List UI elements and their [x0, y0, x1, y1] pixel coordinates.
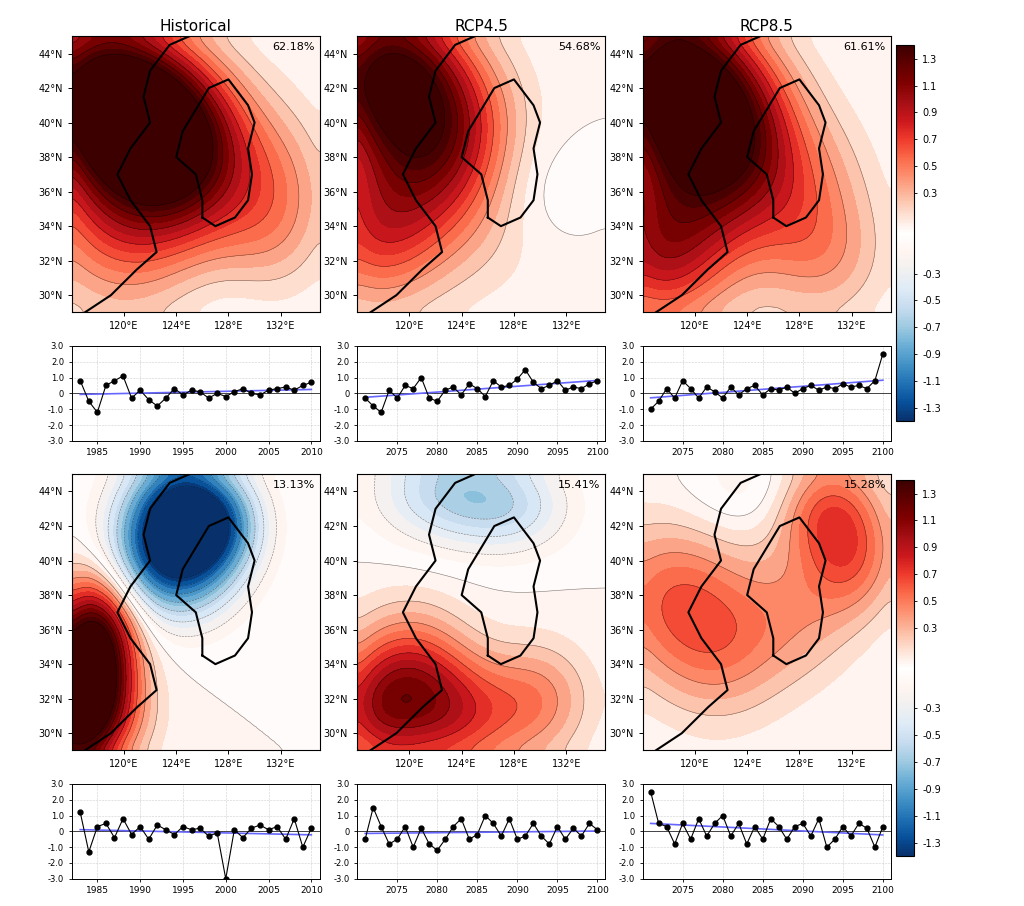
Title: Historical: Historical [160, 19, 231, 34]
Title: RCP8.5: RCP8.5 [739, 19, 794, 34]
Text: 61.61%: 61.61% [844, 42, 886, 52]
Text: 62.18%: 62.18% [272, 42, 315, 52]
Text: 15.41%: 15.41% [558, 480, 600, 490]
Text: 54.68%: 54.68% [558, 42, 600, 52]
Text: 13.13%: 13.13% [272, 480, 315, 490]
Text: 15.28%: 15.28% [844, 480, 886, 490]
Title: RCP4.5: RCP4.5 [455, 19, 508, 34]
